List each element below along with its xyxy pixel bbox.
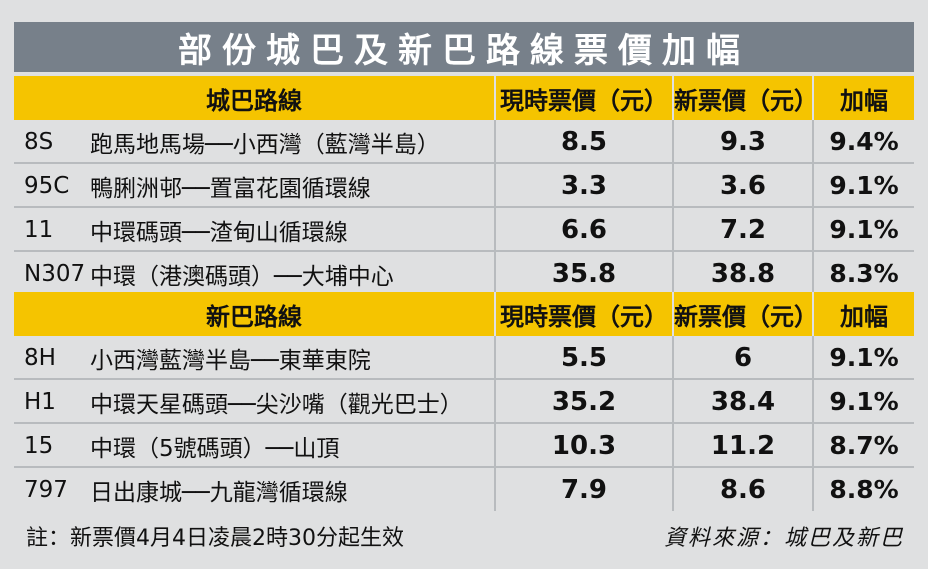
route-code: N307	[24, 260, 86, 287]
row-divider	[14, 250, 914, 252]
table-row: H1 中環天星碼頭──尖沙嘴（觀光巴士） 35.2 38.4 9.1%	[14, 380, 914, 423]
route-name: 鴨脷洲邨──置富花園循環線	[90, 175, 371, 202]
route-code: 11	[24, 216, 54, 243]
route-code: 8S	[24, 128, 54, 155]
group-name: 城巴路線	[14, 76, 496, 120]
row-divider	[14, 378, 914, 380]
group-header-nwfb: 新巴路線 現時票價（元） 新票價（元） 加幅	[14, 292, 914, 336]
new-fare: 38.8	[674, 252, 814, 295]
new-fare: 11.2	[674, 424, 814, 467]
column-current: 現時票價（元）	[496, 76, 674, 120]
current-fare: 6.6	[496, 208, 674, 251]
increase-pct: 9.1%	[829, 343, 899, 372]
route-name: 中環天星碼頭──尖沙嘴（觀光巴士）	[90, 391, 463, 418]
route-code: 95C	[24, 172, 70, 199]
table-row: 15 中環（5號碼頭）──山頂 10.3 11.2 8.7%	[14, 424, 914, 467]
route-name: 日出康城──九龍灣循環線	[90, 479, 348, 506]
table-title: 部份城巴及新巴路線票價加幅	[14, 22, 914, 72]
new-fare: 8.6	[674, 468, 814, 511]
row-divider	[14, 206, 914, 208]
increase-pct: 9.1%	[829, 387, 899, 416]
route-name: 中環（5號碼頭）──山頂	[90, 435, 340, 462]
current-fare: 7.9	[496, 468, 674, 511]
table-row: N307 中環（港澳碼頭）──大埔中心 35.8 38.8 8.3%	[14, 252, 914, 295]
group-name: 新巴路線	[14, 292, 496, 336]
route-code: H1	[24, 388, 56, 415]
new-fare: 38.4	[674, 380, 814, 423]
route-name: 跑馬地馬場──小西灣（藍灣半島）	[90, 131, 440, 158]
increase-pct: 9.1%	[829, 215, 899, 244]
table-row: 797 日出康城──九龍灣循環線 7.9 8.6 8.8%	[14, 468, 914, 511]
increase-pct: 8.8%	[829, 475, 899, 504]
current-fare: 35.2	[496, 380, 674, 423]
footer-source: 資料來源：城巴及新巴	[663, 526, 904, 551]
column-current: 現時票價（元）	[496, 292, 674, 336]
table-row: 8H 小西灣藍灣半島──東華東院 5.5 6 9.1%	[14, 336, 914, 379]
group-header-citybus: 城巴路線 現時票價（元） 新票價（元） 加幅	[14, 76, 914, 120]
table-row: 8S 跑馬地馬場──小西灣（藍灣半島） 8.5 9.3 9.4%	[14, 120, 914, 163]
current-fare: 3.3	[496, 164, 674, 207]
increase-pct: 9.1%	[829, 171, 899, 200]
new-fare: 9.3	[674, 120, 814, 163]
current-fare: 5.5	[496, 336, 674, 379]
current-fare: 10.3	[496, 424, 674, 467]
increase-pct: 8.7%	[829, 431, 899, 460]
row-divider	[14, 466, 914, 468]
current-fare: 35.8	[496, 252, 674, 295]
route-code: 8H	[24, 344, 56, 371]
column-new: 新票價（元）	[674, 292, 818, 336]
new-fare: 7.2	[674, 208, 814, 251]
footer-note: 註：新票價4月4日凌晨2時30分起生效	[26, 526, 404, 551]
route-code: 797	[24, 476, 68, 503]
column-new: 新票價（元）	[674, 76, 818, 120]
route-name: 小西灣藍灣半島──東華東院	[90, 347, 371, 374]
new-fare: 3.6	[674, 164, 814, 207]
route-name: 中環（港澳碼頭）──大埔中心	[90, 263, 394, 290]
row-divider	[14, 162, 914, 164]
column-increase: 加幅	[840, 302, 888, 331]
new-fare: 6	[674, 336, 814, 379]
current-fare: 8.5	[496, 120, 674, 163]
route-name: 中環碼頭──渣甸山循環線	[90, 219, 348, 246]
row-divider	[14, 422, 914, 424]
route-code: 15	[24, 432, 54, 459]
increase-pct: 8.3%	[829, 259, 899, 288]
increase-pct: 9.4%	[829, 127, 899, 156]
column-increase: 加幅	[840, 86, 888, 115]
table-row: 95C 鴨脷洲邨──置富花園循環線 3.3 3.6 9.1%	[14, 164, 914, 207]
table-row: 11 中環碼頭──渣甸山循環線 6.6 7.2 9.1%	[14, 208, 914, 251]
